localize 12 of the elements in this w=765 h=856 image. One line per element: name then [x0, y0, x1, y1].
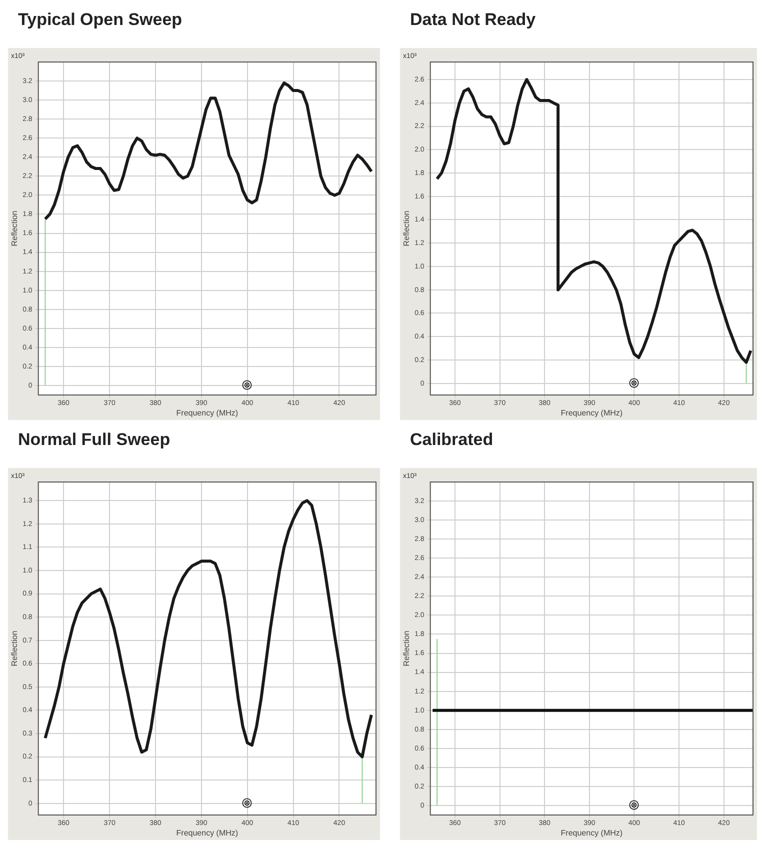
y-axis-title: Reflection — [10, 630, 20, 666]
x-axis-title: Frequency (MHz) — [176, 828, 238, 838]
x-axis-title: Frequency (MHz) — [560, 828, 623, 838]
x-axis-title: Frequency (MHz) — [176, 408, 238, 418]
x-axis-title: Frequency (MHz) — [560, 408, 623, 418]
y-axis-title: Reflection — [402, 210, 412, 246]
chart-title: Calibrated — [409, 429, 494, 451]
y-axis-title: Reflection — [10, 210, 20, 246]
chart-title: Data Not Ready — [409, 9, 537, 31]
chart-title: Normal Full Sweep — [17, 429, 172, 451]
chart-title: Typical Open Sweep — [17, 9, 184, 31]
y-axis-title: Reflection — [402, 630, 412, 666]
